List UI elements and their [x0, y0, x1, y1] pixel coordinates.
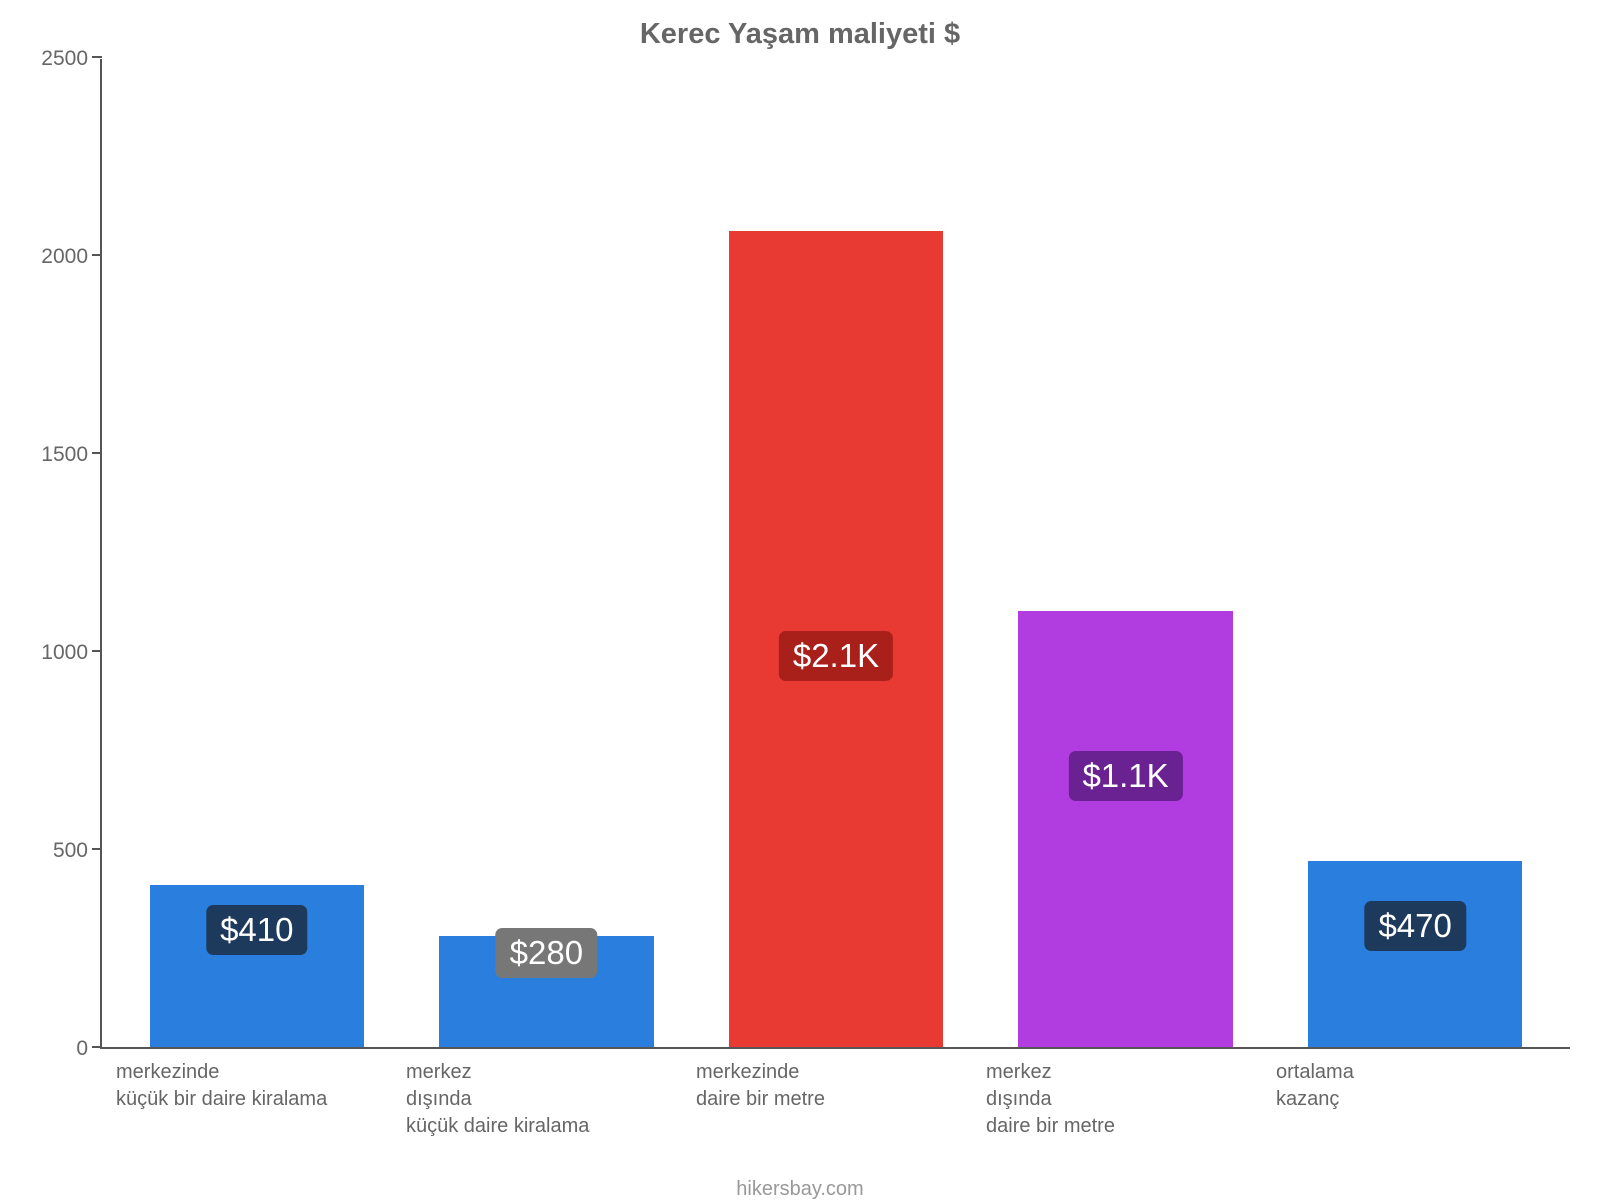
bar: $410: [150, 885, 364, 1047]
bar-value-badge: $1.1K: [1068, 751, 1182, 801]
bar: $280: [439, 936, 653, 1047]
chart-container: Kerec Yaşam maliyeti $ 0 500 1000 1500 2000 2…: [0, 0, 1600, 1200]
y-axis: 05001000150020002500: [30, 59, 100, 1049]
y-tick-label: 1500: [41, 443, 88, 467]
x-axis-label: ortalamakazanç: [1270, 1059, 1560, 1140]
y-tick-mark: [92, 650, 102, 652]
x-axis: merkezindeküçük bir daire kiralamamerkez…: [100, 1049, 1570, 1140]
y-tick-mark: [92, 254, 102, 256]
x-axis-label: merkezdışındaküçük daire kiralama: [400, 1059, 690, 1140]
y-tick-mark: [92, 1046, 102, 1048]
x-axis-label: merkezdışındadaire bir metre: [980, 1059, 1270, 1140]
x-axis-label: merkezindedaire bir metre: [690, 1059, 980, 1140]
bar-value-badge: $470: [1364, 901, 1465, 951]
bar: $2.1K: [729, 231, 943, 1047]
y-tick-mark: [92, 452, 102, 454]
bar-slot: $2.1K: [691, 59, 981, 1047]
bar-slot: $470: [1270, 59, 1560, 1047]
y-tick-label: 0: [76, 1037, 88, 1061]
chart-title: Kerec Yaşam maliyeti $: [30, 18, 1570, 51]
bars-group: $410 $280 $2.1K $1.1K $470: [102, 59, 1570, 1047]
plot-area: $410 $280 $2.1K $1.1K $470: [100, 59, 1570, 1049]
bar-slot: $410: [112, 59, 402, 1047]
y-tick-label: 2000: [41, 245, 88, 269]
bar-value-badge: $410: [206, 905, 307, 955]
bar-slot: $280: [402, 59, 692, 1047]
y-tick-label: 500: [53, 839, 88, 863]
y-tick-label: 1000: [41, 641, 88, 665]
attribution-text: hikersbay.com: [30, 1178, 1570, 1201]
bar-value-badge: $280: [496, 928, 597, 978]
y-tick-label: 2500: [41, 47, 88, 71]
y-tick-mark: [92, 56, 102, 58]
bar: $470: [1308, 861, 1522, 1047]
bar: $1.1K: [1018, 611, 1232, 1047]
y-tick-mark: [92, 848, 102, 850]
bar-value-badge: $2.1K: [779, 631, 893, 681]
plot-outer: 05001000150020002500 $410$280$2.1K$1.1K$…: [30, 59, 1570, 1049]
x-axis-label: merkezindeküçük bir daire kiralama: [110, 1059, 400, 1140]
bar-slot: $1.1K: [981, 59, 1271, 1047]
